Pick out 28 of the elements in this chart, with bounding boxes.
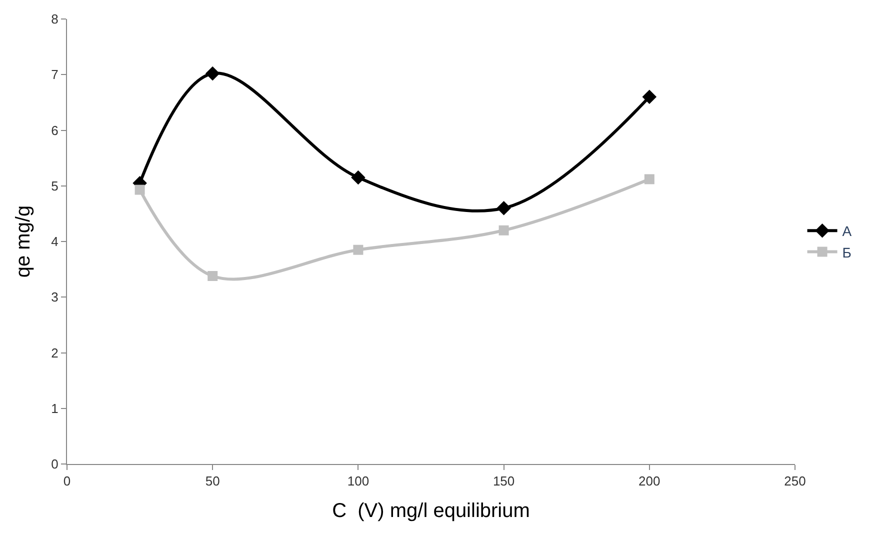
y-tick-label: 7 [51, 67, 58, 82]
legend-label: Б [842, 244, 852, 260]
x-tick-label: 0 [63, 474, 71, 489]
y-tick-label: 1 [51, 400, 58, 416]
y-tick-label: 5 [51, 178, 58, 194]
x-tick-label: 250 [784, 474, 806, 489]
point [496, 200, 511, 216]
point [208, 270, 218, 281]
point [498, 225, 509, 236]
y-tick-label: 2 [51, 345, 58, 360]
y-tick-label: 0 [51, 456, 58, 472]
x-tick-label: 100 [347, 474, 370, 489]
x-tick-label: 200 [638, 474, 660, 489]
legend-label: А [842, 223, 852, 240]
point [642, 90, 657, 104]
y-tick-label: 8 [51, 12, 58, 27]
point [205, 66, 220, 81]
point [644, 174, 654, 184]
x-axis-title: C (V) mg/l equilibrium [332, 500, 530, 522]
x-tick-label: 150 [492, 474, 515, 489]
point [351, 170, 366, 185]
y-tick-label: 4 [51, 234, 58, 250]
point [134, 184, 145, 195]
y-axis-title: qe mg/g [12, 205, 35, 278]
y-tick-label: 6 [51, 122, 58, 138]
y-tick-label: 3 [51, 290, 58, 305]
point [353, 244, 364, 255]
x-tick-label: 50 [205, 474, 220, 489]
